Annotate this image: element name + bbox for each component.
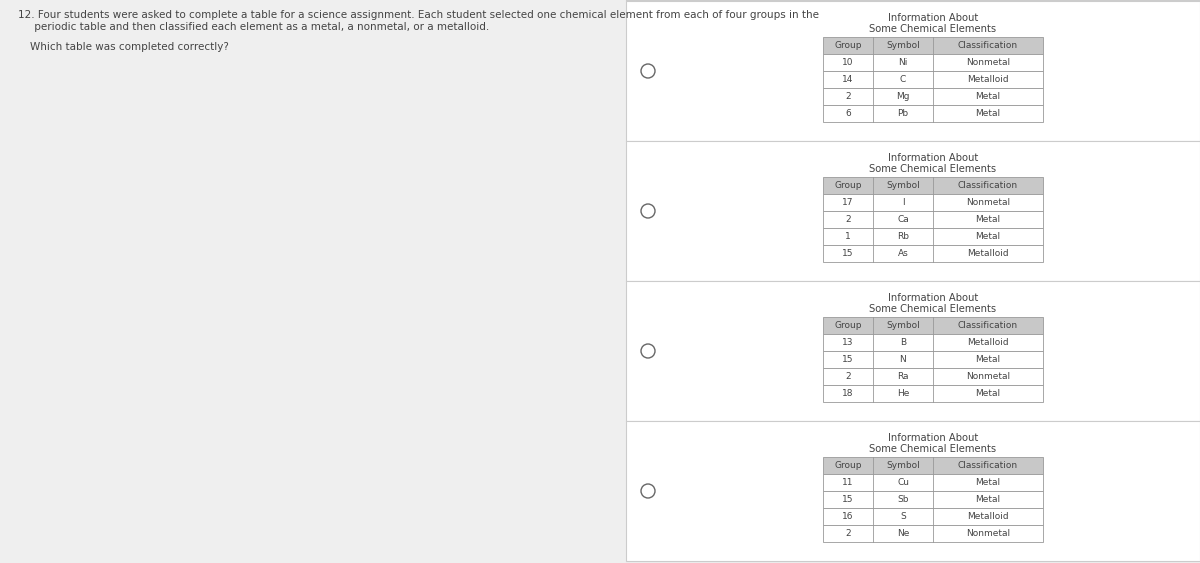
Bar [823,37,1043,54]
Text: Metal: Metal [976,232,1001,241]
Text: Group: Group [834,181,862,190]
Text: Rb: Rb [898,232,910,241]
Text: Ra: Ra [898,372,908,381]
Text: Classification: Classification [958,321,1018,330]
Text: S: S [900,512,906,521]
Text: 16: 16 [842,512,853,521]
Text: 2: 2 [845,92,851,101]
Bar [823,88,1043,105]
Bar [626,281,1200,421]
Text: 2: 2 [845,529,851,538]
Bar [823,194,1043,211]
Bar [626,421,1200,561]
Bar [823,245,1043,262]
Text: 2: 2 [845,215,851,224]
Text: Classification: Classification [958,461,1018,470]
Text: Ne: Ne [896,529,910,538]
Bar [823,385,1043,402]
Text: Metal: Metal [976,215,1001,224]
Bar [823,105,1043,122]
Text: Metal: Metal [976,109,1001,118]
Bar [823,474,1043,491]
Text: Symbol: Symbol [886,41,920,50]
Text: N: N [900,355,906,364]
Text: Symbol: Symbol [886,461,920,470]
Bar [823,54,1043,71]
Text: Metalloid: Metalloid [967,512,1009,521]
Text: Symbol: Symbol [886,181,920,190]
Text: 2: 2 [845,372,851,381]
Text: Metalloid: Metalloid [967,75,1009,84]
Text: Information About: Information About [888,433,978,443]
Text: Ni: Ni [899,58,907,67]
Bar [823,508,1043,525]
Text: Ca: Ca [898,215,908,224]
Text: Some Chemical Elements: Some Chemical Elements [870,444,996,454]
Text: Metalloid: Metalloid [967,249,1009,258]
Bar [823,177,1043,194]
Bar [823,71,1043,88]
Text: Nonmetal: Nonmetal [966,58,1010,67]
Text: 1: 1 [845,232,851,241]
Text: Nonmetal: Nonmetal [966,198,1010,207]
Text: 18: 18 [842,389,853,398]
Text: Information About: Information About [888,153,978,163]
Text: 11: 11 [842,478,853,487]
Text: 6: 6 [845,109,851,118]
Text: I: I [901,198,905,207]
Text: 14: 14 [842,75,853,84]
Text: 12. Four students were asked to complete a table for a science assignment. Each : 12. Four students were asked to complete… [18,10,818,20]
Text: 15: 15 [842,249,853,258]
Bar [823,334,1043,351]
Text: 15: 15 [842,355,853,364]
Bar [823,525,1043,542]
Text: 13: 13 [842,338,853,347]
Text: Metalloid: Metalloid [967,338,1009,347]
Text: periodic table and then classified each element as a metal, a nonmetal, or a met: periodic table and then classified each … [18,22,490,32]
Text: Nonmetal: Nonmetal [966,529,1010,538]
Text: Information About: Information About [888,293,978,303]
Text: 10: 10 [842,58,853,67]
Text: Some Chemical Elements: Some Chemical Elements [870,164,996,174]
Text: 17: 17 [842,198,853,207]
Text: Group: Group [834,41,862,50]
Bar [823,457,1043,474]
Text: Information About: Information About [888,13,978,23]
Text: Classification: Classification [958,41,1018,50]
Text: Cu: Cu [898,478,910,487]
Text: Which table was completed correctly?: Which table was completed correctly? [30,42,229,52]
Text: Symbol: Symbol [886,321,920,330]
Text: C: C [900,75,906,84]
Text: Nonmetal: Nonmetal [966,372,1010,381]
Text: Sb: Sb [898,495,908,504]
Text: Classification: Classification [958,181,1018,190]
Text: Metal: Metal [976,92,1001,101]
Text: He: He [896,389,910,398]
Text: Metal: Metal [976,478,1001,487]
Bar [823,351,1043,368]
Text: B: B [900,338,906,347]
Text: Metal: Metal [976,389,1001,398]
Text: Group: Group [834,461,862,470]
Text: Some Chemical Elements: Some Chemical Elements [870,304,996,314]
Bar [823,491,1043,508]
Bar [823,211,1043,228]
Bar [823,368,1043,385]
Text: As: As [898,249,908,258]
Text: Metal: Metal [976,495,1001,504]
Bar [823,317,1043,334]
Text: Metal: Metal [976,355,1001,364]
Bar [626,141,1200,281]
Bar [626,1,1200,141]
Text: 15: 15 [842,495,853,504]
Text: Some Chemical Elements: Some Chemical Elements [870,24,996,34]
Text: Mg: Mg [896,92,910,101]
Bar [823,228,1043,245]
Text: Group: Group [834,321,862,330]
Text: Pb: Pb [898,109,908,118]
